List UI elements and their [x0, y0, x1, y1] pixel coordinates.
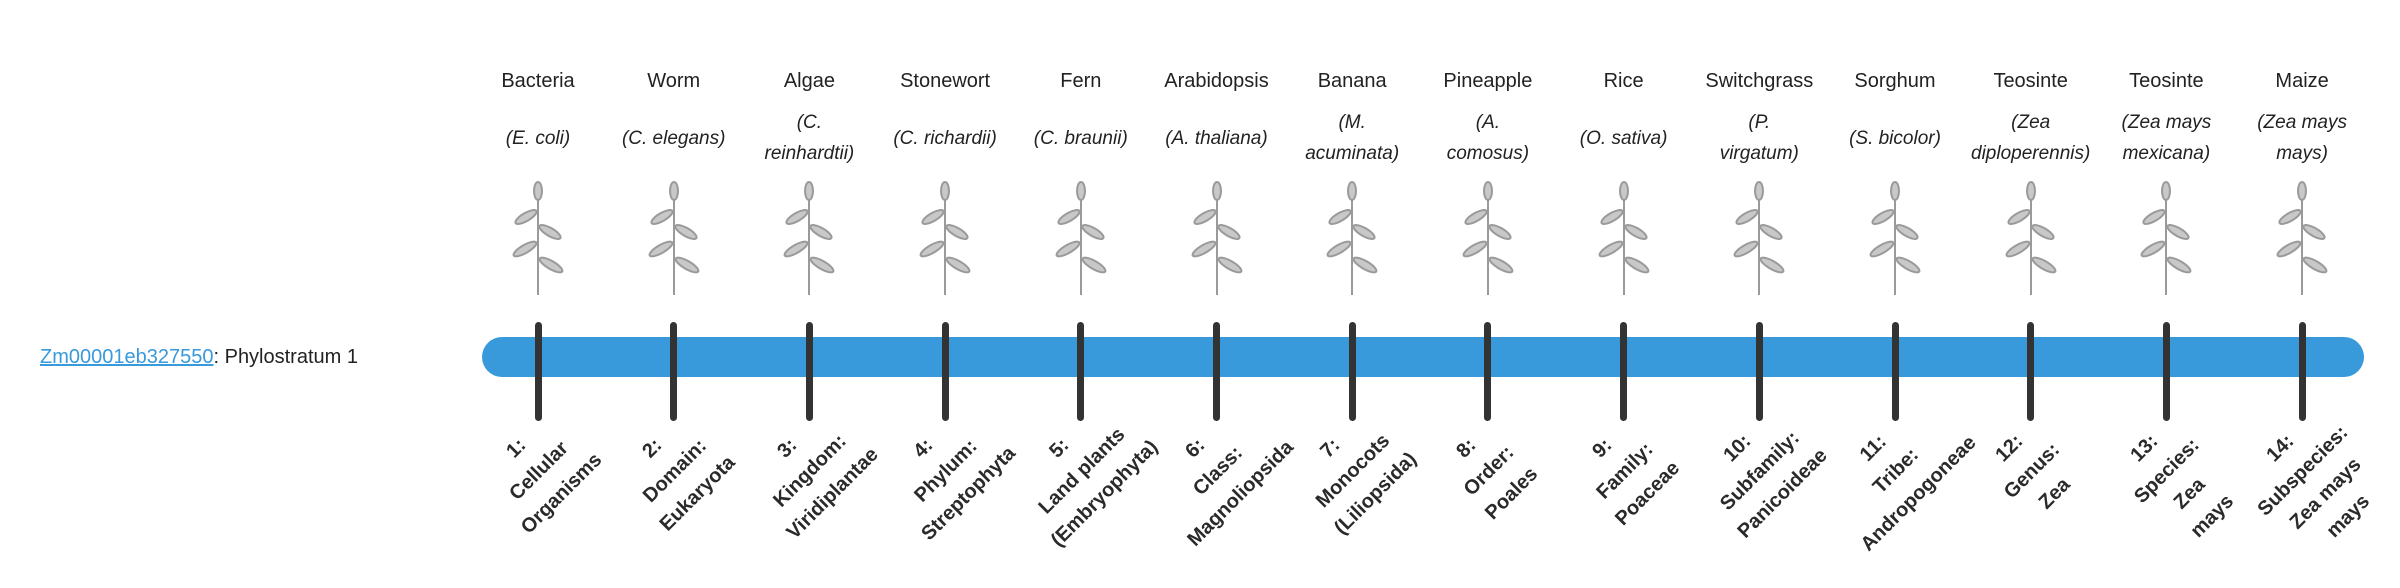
scientific-name: (A. [1475, 112, 1501, 133]
rank-label: 10: Subfamily: Panicoideae [1666, 377, 1854, 565]
phylostratum-tick [1077, 322, 1085, 421]
scientific-name: comosus) [1446, 143, 1530, 164]
rank-label: 4: Phylum: Streptophyta [852, 377, 1040, 565]
worm-icon [648, 181, 700, 295]
scientific-name: (Zea mays [2257, 112, 2347, 133]
phylostratum-tick [2162, 322, 2170, 421]
common-name: Algae [783, 70, 835, 92]
rank-label: 14: Subspecies: Zea mays mays [2209, 377, 2400, 588]
teosinte-icon [2005, 181, 2057, 295]
gene-label: Zm00001eb327550: Phylostratum 1 [40, 343, 358, 371]
scientific-name: (P. [1748, 112, 1771, 133]
scientific-name: (C. [796, 112, 823, 133]
phylostratum-tick [2027, 322, 2035, 421]
scientific-name: (C. elegans) [621, 128, 726, 149]
phylostratum-tick [805, 322, 813, 421]
common-name: Sorghum [1854, 70, 1936, 92]
common-name: Arabidopsis [1164, 70, 1269, 92]
rank-label: 5: Land plants (Embryophyta) [988, 377, 1176, 565]
rank-label: 1: Cellular Organisms [445, 377, 633, 565]
scientific-name: diploperennis) [1971, 143, 2091, 164]
rank-label: 11: Tribe: Andropogoneae [1802, 377, 1990, 565]
scientific-name: (E. coli) [505, 128, 571, 149]
sorghum-icon [1869, 181, 1921, 295]
rice-icon [1598, 181, 1650, 295]
stonewort-icon [919, 181, 971, 295]
common-name: Teosinte [2129, 70, 2204, 92]
phylostratum-tick [534, 322, 542, 421]
switchgrass-icon [1733, 181, 1785, 295]
phylostratum-tick [941, 322, 949, 421]
common-name: Bacteria [501, 70, 575, 92]
scientific-name: mays) [2276, 143, 2328, 164]
rank-label: 8: Order: Poales [1395, 377, 1583, 565]
common-name: Maize [2275, 70, 2329, 92]
pineapple-icon [1462, 181, 1514, 295]
common-name: Fern [1060, 70, 1102, 92]
common-name: Stonewort [900, 70, 991, 92]
phylostratum-tick [1348, 322, 1356, 421]
phylostratum-text: : Phylostratum 1 [213, 346, 358, 368]
common-name: Worm [647, 70, 701, 92]
phylostratum-tick [1213, 322, 1220, 421]
scientific-name: (C. braunii) [1033, 128, 1128, 149]
phylostratum-tick [670, 322, 678, 421]
scientific-name: (S. bicolor) [1849, 128, 1941, 149]
maize-icon [2276, 181, 2328, 295]
common-name: Banana [1317, 70, 1387, 92]
scientific-name: (O. sativa) [1579, 128, 1668, 149]
scientific-name: (C. richardii) [893, 128, 997, 149]
arabidopsis-icon [1191, 181, 1242, 295]
scientific-name: (Zea [2011, 112, 2051, 133]
scientific-name: virgatum) [1719, 143, 1799, 164]
phylostratum-tick [1484, 322, 1492, 421]
teosinte-mexicana-icon [2140, 181, 2192, 295]
fern-icon [1055, 181, 1107, 295]
phylostrata-bar [482, 337, 2364, 377]
banana-icon [1326, 181, 1378, 295]
rank-label: 7: Monocots (Liliopsida) [1259, 377, 1447, 565]
common-name: Pineapple [1443, 70, 1533, 92]
phylostratum-tick [1620, 322, 1628, 421]
scientific-name: acuminata) [1305, 143, 1400, 164]
scientific-name: (M. [1338, 112, 1366, 133]
scientific-name: (Zea mays [2121, 112, 2212, 133]
common-name: Rice [1603, 70, 1644, 92]
bacteria-icon [512, 181, 564, 295]
scientific-name: mexicana) [2122, 143, 2211, 164]
common-name: Switchgrass [1705, 70, 1814, 92]
phylostratum-tick [1755, 322, 1763, 421]
common-name: Teosinte [1993, 70, 2068, 92]
phylostratum-tick [2298, 322, 2306, 421]
gene-link[interactable]: Zm00001eb327550 [40, 346, 214, 368]
phylostratum-tick [1891, 322, 1899, 421]
scientific-name: reinhardtii) [764, 143, 855, 164]
algae-icon [783, 181, 835, 295]
scientific-name: (A. thaliana) [1165, 128, 1268, 149]
